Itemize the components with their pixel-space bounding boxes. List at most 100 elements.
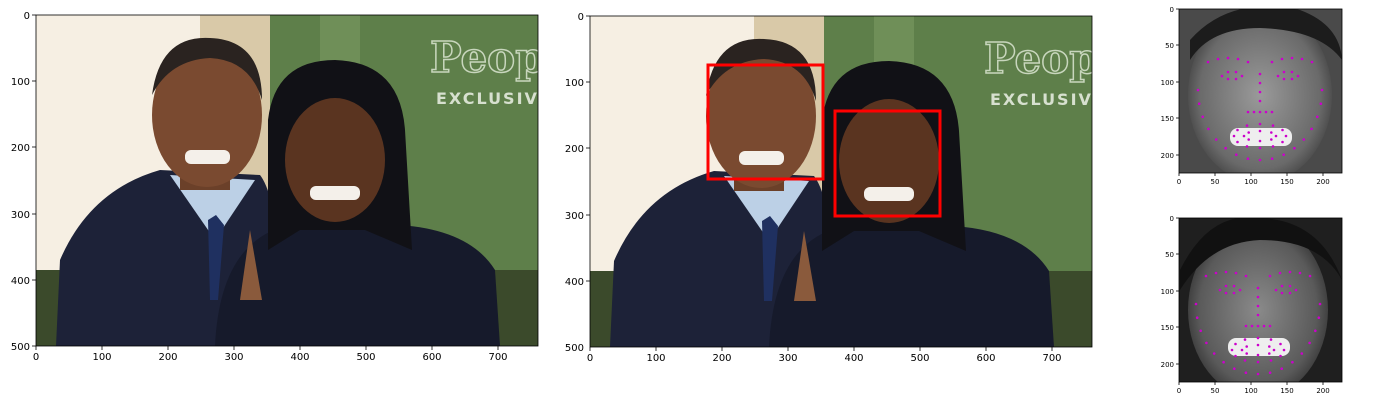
landmark-dot [1302,138,1306,141]
landmark-dot [1212,352,1216,355]
plot-original: People EXCLUSIV 0 100 200 300 400 500 60… [11,11,539,363]
landmark-dot [1245,124,1249,127]
landmark-dot [1201,115,1204,119]
landmark-dot [1250,324,1254,328]
landmark-dot [1300,57,1304,61]
landmark-dot [1205,341,1208,345]
landmark-dot [1245,352,1248,355]
landmark-dot [1272,348,1276,352]
landmark-dot [1316,115,1319,119]
landmark-dot [1224,291,1228,295]
landmark-dot [1236,57,1240,61]
x-tick: 600 [422,352,441,363]
x-tick: 150 [1280,387,1293,395]
landmark-dot [1268,371,1272,374]
landmark-dot [1256,353,1260,357]
landmark-dot [1246,60,1250,64]
landmark-dot [1282,348,1286,352]
landmark-dot [1245,145,1249,148]
landmark-dot [1243,338,1247,341]
landmark-dot [1234,342,1237,346]
y-tick: 100 [565,78,584,89]
landmark-dot [1280,57,1284,61]
x-tick: 0 [1177,387,1181,395]
landmark-dot [1240,348,1244,352]
landmark-dot [1234,271,1238,275]
landmark-dot [1230,348,1234,352]
x-tick: 700 [488,352,507,363]
face-box-woman [833,109,942,218]
landmark-dot [1256,343,1260,347]
landmark-dot [1246,157,1250,160]
landmark-dot [1270,60,1274,64]
landmark-dot [1258,90,1262,94]
landmark-dot [1240,74,1244,78]
y-axis-face1: 0 50 100 150 200 [1161,6,1179,160]
y-tick: 0 [578,12,584,23]
x-tick: 200 [1316,387,1329,395]
landmark-dot [1256,324,1260,328]
landmark-dot [1290,70,1294,74]
y-tick: 500 [11,342,30,353]
landmark-dot [1222,360,1225,364]
photo-detected: People EXCLUSIV [590,16,1116,347]
x-tick: 100 [1244,387,1257,395]
y-axis-detected: 0 100 200 300 400 500 [565,12,590,354]
landmark-dot [1197,102,1201,105]
landmark-dot [1314,329,1317,333]
landmark-dot [1252,110,1256,114]
y-tick: 400 [11,276,30,287]
landmark-dot [1280,291,1284,295]
y-tick: 100 [11,77,30,88]
landmark-dot [1282,77,1286,81]
landmark-dot [1294,288,1298,292]
y-tick: 150 [1161,324,1174,332]
landmark-dot [1268,352,1271,355]
landmark-dot [1271,124,1275,127]
x-tick: 50 [1211,387,1220,395]
landmark-dot [1244,371,1248,374]
landmark-dot [1256,295,1260,299]
landmark-dot [1232,284,1236,288]
landmark-dot [1288,284,1292,288]
landmark-dot [1232,134,1236,138]
x-tick: 700 [1042,353,1061,364]
face2-image [1179,218,1342,382]
y-tick: 100 [1161,79,1174,87]
landmark-dot [1224,270,1228,274]
landmark-dot [1281,128,1284,132]
x-tick: 150 [1280,178,1293,186]
landmark-dot [1271,145,1275,148]
landmark-dot [1258,146,1262,150]
x-tick: 0 [587,353,593,364]
landmark-dot [1258,122,1262,126]
landmark-dot [1244,274,1248,278]
plot-detected: People EXCLUSIV 0 100 200 300 400 500 60… [565,12,1116,364]
landmark-dot [1269,359,1273,362]
x-tick: 500 [356,352,375,363]
x-tick: 100 [646,353,665,364]
watermark-brand: People [984,34,1116,83]
x-tick: 0 [1177,178,1181,186]
landmark-dot [1236,128,1239,132]
x-axis-detected: 0 100 200 300 400 500 600 700 [587,347,1062,364]
landmark-dot [1317,316,1321,319]
x-tick: 300 [224,352,243,363]
y-tick: 200 [1161,361,1174,369]
y-tick: 50 [1165,42,1174,50]
landmark-dot [1270,157,1274,160]
landmark-dot [1282,153,1285,156]
landmark-dot [1300,352,1304,355]
landmark-dot [1226,77,1230,81]
landmark-dot [1256,286,1260,290]
y-tick: 50 [1165,251,1174,259]
face-box-man [706,63,825,181]
landmark-dot [1276,74,1280,78]
x-tick: 200 [1316,178,1329,186]
landmark-dot [1298,271,1302,275]
landmark-dot [1290,77,1294,81]
landmark-dot [1310,60,1314,64]
y-axis-face2: 0 50 100 150 200 [1161,215,1179,369]
landmark-dot [1247,138,1250,141]
face1-image [1179,9,1342,173]
